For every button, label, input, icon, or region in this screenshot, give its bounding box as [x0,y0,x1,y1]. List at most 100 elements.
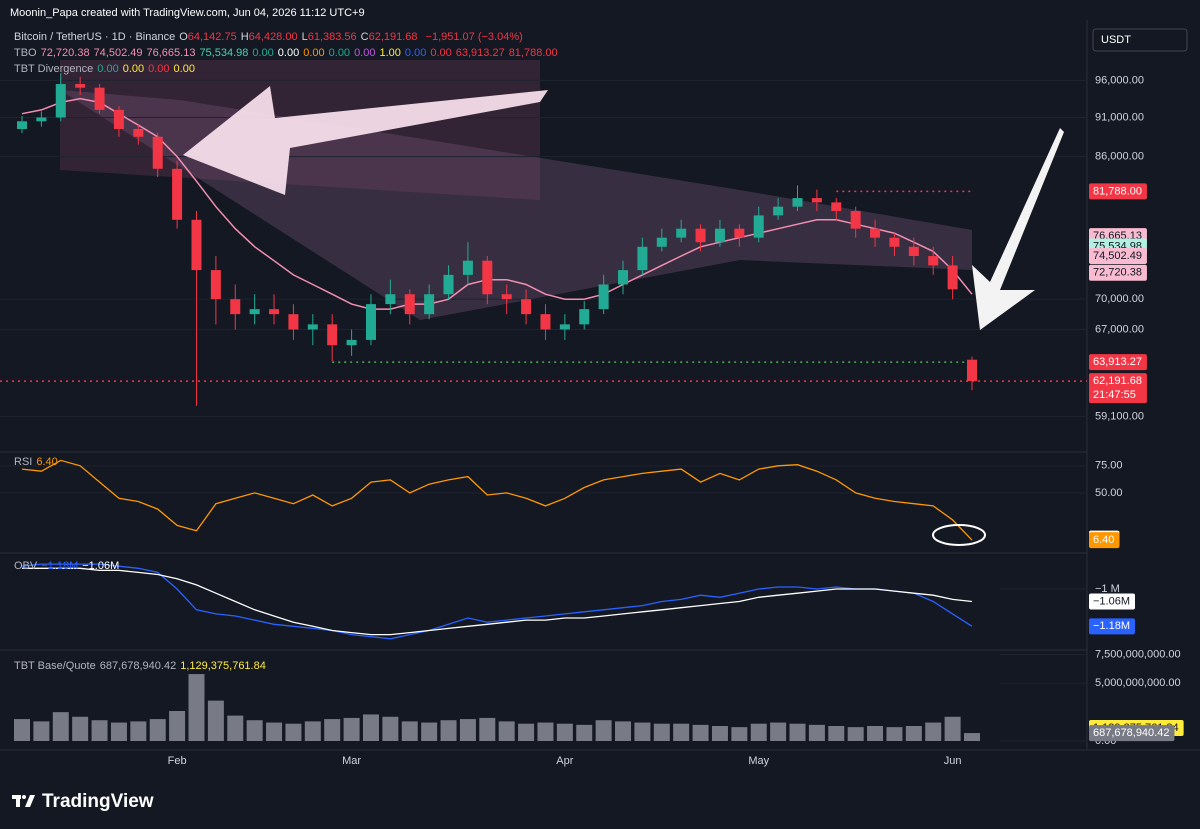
y-tick-label: 7,500,000,000.00 [1095,648,1181,660]
candle-body [637,246,648,271]
legend-value: 81,788.00 [508,47,558,59]
y-tick-label: 91,000.00 [1095,111,1144,123]
price-label-box [1089,354,1147,371]
ohlc-value: 64,142.75 [187,31,237,43]
currency-box[interactable] [1092,28,1188,52]
candle-body [424,294,435,315]
volume-bar [149,719,166,741]
ohlc-value: 62,191.68 [368,31,418,43]
candle-body [75,84,86,88]
logo-mark [25,795,35,807]
tbo-legend: TBO 72,720.38 74,502.49 76,665.13 75,534.98 0… [14,47,562,59]
volume-bar [188,674,205,741]
volume-bar [653,723,670,741]
candle-body [734,228,745,238]
price-label: 74,502.49 [1093,250,1142,262]
legend-value: 1.00 [379,47,401,59]
countdown: 21:47:55 [1093,389,1136,401]
volume-bar [498,721,515,741]
candle-body [191,219,202,271]
price-label-box [1089,183,1147,200]
candle-body [870,228,881,238]
legend-value: 0.00 [122,63,145,75]
candle-body [656,237,667,247]
volume-bar [14,719,30,741]
y-tick-label: 59,100.00 [1095,410,1144,422]
volume-bar [343,717,360,741]
candle-body [230,299,241,315]
candle-body [17,121,27,129]
price-label-box [1089,264,1147,281]
candle-body [908,246,919,257]
obv-legend: OBV −1.18M −1.06M [14,560,123,572]
volume-bar [847,727,864,741]
candle-body [792,198,803,207]
candle-body [598,284,609,310]
candle-body [327,324,338,346]
logo: TradingView [12,791,154,812]
candle-body [579,309,590,325]
candle-body [967,359,977,382]
candle-body [133,128,144,137]
volume-bar [886,727,903,741]
candle-body [928,256,939,266]
price-label: −1.18M [1093,620,1130,632]
candle-body [714,228,725,243]
ohlc-value: 61,383.56 [307,31,357,43]
price-label: 6.40 [1093,534,1114,546]
candle-body [55,84,66,118]
candle-body [172,168,183,220]
ohlc-key: L [301,31,308,43]
candle-body [676,228,687,238]
legend-value: 6.40 [36,456,58,468]
legend-value: 0.00 [148,63,170,75]
candle-body [346,339,357,346]
volume-bar [731,727,748,741]
legend-value: −1.06M [82,560,120,572]
volume-bar [867,726,884,741]
change: −1,951.07 (−3.04%) [425,31,523,43]
candle-body [753,215,764,238]
price-label: 62,191.68 [1093,375,1142,387]
volume-bar [169,711,186,741]
volume-bar [110,722,127,741]
logo-mark [16,795,20,807]
volume-bar [964,733,980,741]
volume-bar [246,720,263,741]
volume-bar [576,724,593,741]
y-tick-label: 96,000.00 [1095,74,1144,86]
candle-body [113,109,124,129]
price-label: 81,788.00 [1093,185,1142,197]
price-label: 63,913.27 [1093,356,1142,368]
volume-bar [692,724,709,741]
x-tick-label: Feb [168,755,187,767]
legend-value: 687,678,940.42 [99,660,177,672]
rsi-legend: RSI 6.40 [14,456,62,468]
volume-bar [304,721,321,741]
legend-value: 63,913.27 [455,47,505,59]
volume-bar [905,726,922,741]
header: Moonin_Papa created with TradingView.com… [10,7,365,19]
volume-bar [711,726,728,741]
volume-bar [33,721,50,741]
y-tick-label: 50.00 [1095,487,1123,499]
volume-bar [285,723,302,741]
ohlc: O64,142.75 H64,428.00 L61,383.56 C62,191.68 [179,31,421,43]
price-label-box [1089,593,1135,610]
volume-bar [440,720,457,741]
price-label-box [1089,618,1135,635]
y-tick-label: 5,000,000,000.00 [1095,677,1181,689]
ohlc-key: O [179,31,188,43]
candle-body [462,260,473,275]
volume-bar [518,723,535,741]
currency[interactable]: USDT [1101,34,1131,46]
candle-body [811,198,822,203]
candle-body [773,206,784,216]
candle-body [385,294,396,305]
rsi-line [21,459,973,541]
candle-body [443,274,454,295]
x-tick-label: Jun [944,755,962,767]
candle-body [501,294,512,300]
